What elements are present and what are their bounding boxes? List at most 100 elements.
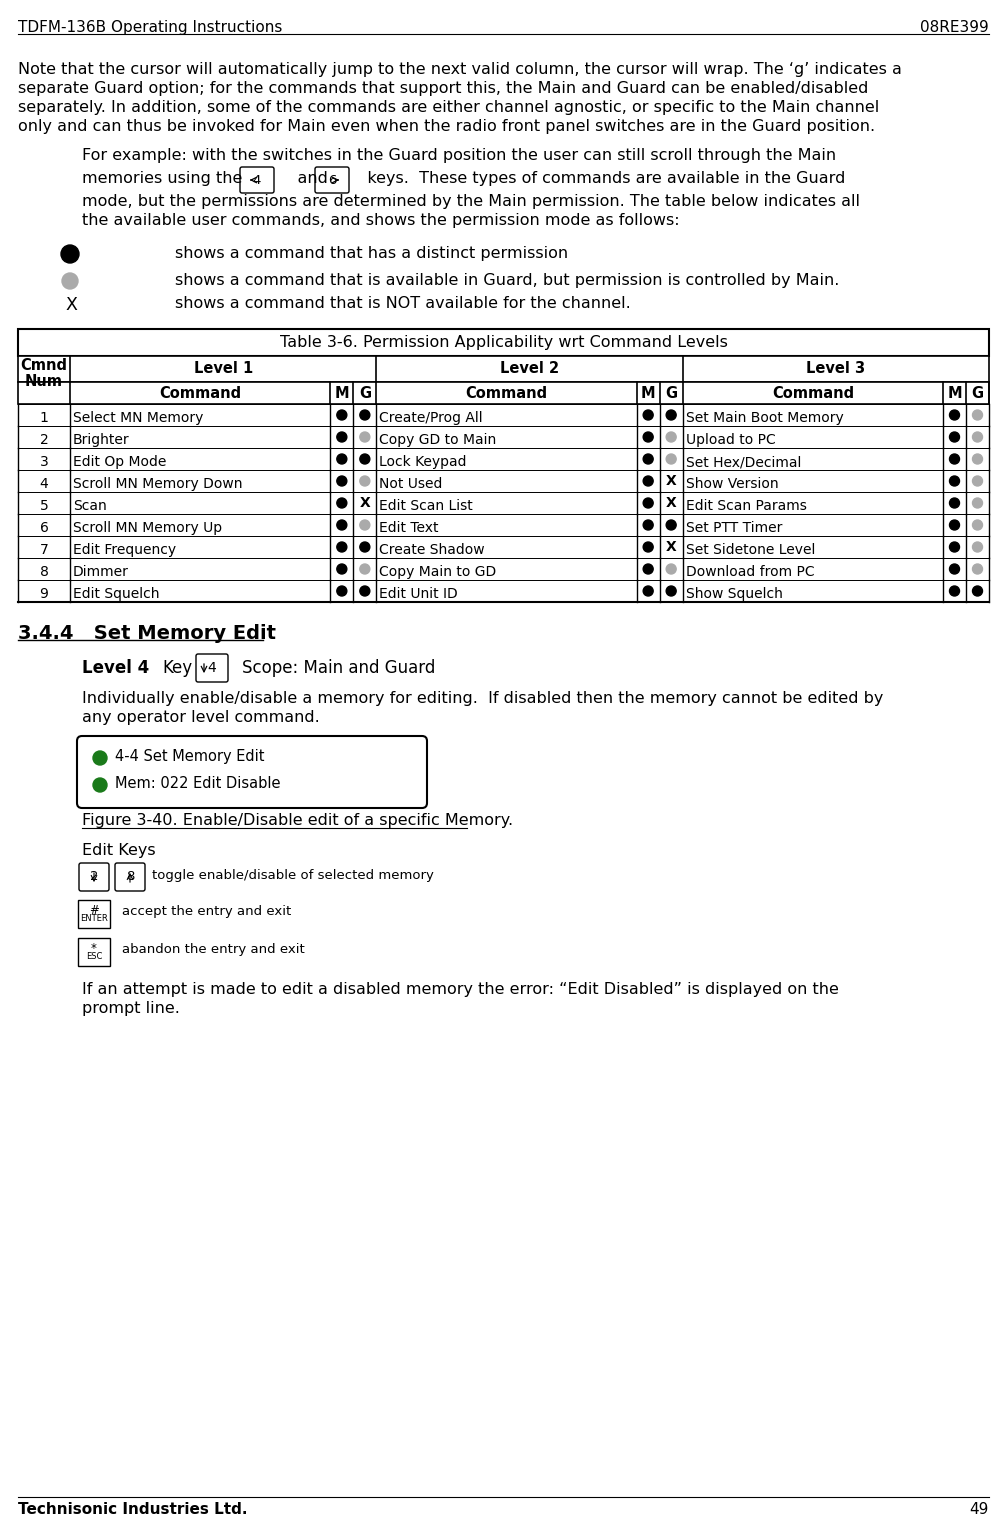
Text: Show Version: Show Version: [686, 477, 778, 491]
Text: Set Main Boot Memory: Set Main Boot Memory: [686, 411, 844, 426]
Text: 9: 9: [39, 586, 48, 601]
Text: separately. In addition, some of the commands are either channel agnostic, or sp: separately. In addition, some of the com…: [18, 100, 879, 115]
Circle shape: [359, 432, 370, 442]
Text: Lock Keypad: Lock Keypad: [380, 454, 467, 470]
Circle shape: [643, 564, 654, 574]
Bar: [18, 329, 989, 356]
Circle shape: [359, 564, 370, 574]
Text: only and can thus be invoked for Main even when the radio front panel switches a: only and can thus be invoked for Main ev…: [18, 120, 875, 133]
Text: Select MN Memory: Select MN Memory: [73, 411, 203, 426]
Text: Edit Scan List: Edit Scan List: [380, 498, 473, 514]
Text: keys.  These types of commands are available in the Guard: keys. These types of commands are availa…: [352, 171, 845, 186]
Text: X: X: [65, 295, 77, 314]
Circle shape: [667, 411, 676, 420]
Text: For example: with the switches in the Guard position the user can still scroll t: For example: with the switches in the Gu…: [82, 148, 836, 164]
Text: G: G: [358, 386, 371, 401]
Text: Edit Text: Edit Text: [380, 521, 439, 535]
Text: Edit Frequency: Edit Frequency: [73, 542, 176, 558]
Text: Create/Prog All: Create/Prog All: [380, 411, 483, 426]
Text: M: M: [334, 386, 349, 401]
FancyBboxPatch shape: [315, 167, 349, 192]
Circle shape: [336, 498, 346, 508]
Circle shape: [667, 586, 676, 595]
Text: Level 4: Level 4: [82, 659, 149, 677]
Circle shape: [643, 476, 654, 486]
Text: Technisonic Industries Ltd.: Technisonic Industries Ltd.: [18, 1501, 248, 1515]
Text: mode, but the permissions are determined by the Main permission. The table below: mode, but the permissions are determined…: [82, 194, 860, 209]
Circle shape: [667, 454, 676, 464]
Circle shape: [950, 586, 960, 595]
Text: Key: Key: [162, 659, 192, 677]
Circle shape: [359, 586, 370, 595]
Text: 4-4 Set Memory Edit: 4-4 Set Memory Edit: [115, 748, 265, 764]
Circle shape: [973, 586, 983, 595]
Text: 2: 2: [90, 871, 99, 883]
Bar: [18, 558, 989, 580]
Text: accept the entry and exit: accept the entry and exit: [122, 904, 291, 918]
Text: Download from PC: Download from PC: [686, 565, 815, 579]
Text: Mem: 022 Edit Disable: Mem: 022 Edit Disable: [115, 776, 281, 791]
Text: Not Used: Not Used: [380, 477, 443, 491]
Circle shape: [359, 411, 370, 420]
Text: Scan: Scan: [73, 498, 107, 514]
Circle shape: [643, 586, 654, 595]
Bar: [18, 580, 989, 601]
Circle shape: [336, 411, 346, 420]
Text: the available user commands, and shows the permission mode as follows:: the available user commands, and shows t…: [82, 214, 680, 227]
Bar: [78, 900, 110, 929]
Text: separate Guard option; for the commands that support this, the Main and Guard ca: separate Guard option; for the commands …: [18, 80, 868, 95]
Text: Scroll MN Memory Up: Scroll MN Memory Up: [73, 521, 223, 535]
Circle shape: [950, 542, 960, 551]
Bar: [18, 514, 989, 536]
FancyBboxPatch shape: [77, 736, 427, 807]
Circle shape: [973, 411, 983, 420]
Circle shape: [973, 432, 983, 442]
Circle shape: [643, 432, 654, 442]
Text: shows a command that has a distinct permission: shows a command that has a distinct perm…: [175, 245, 568, 261]
Circle shape: [973, 520, 983, 530]
Circle shape: [643, 498, 654, 508]
Text: Command: Command: [465, 386, 548, 401]
Circle shape: [973, 564, 983, 574]
Bar: [18, 405, 989, 426]
Text: 6: 6: [328, 174, 336, 186]
Text: 08RE399: 08RE399: [920, 20, 989, 35]
Text: 4: 4: [253, 174, 261, 186]
FancyBboxPatch shape: [240, 167, 274, 192]
Text: prompt line.: prompt line.: [82, 1001, 180, 1017]
Text: G: G: [972, 386, 984, 401]
Text: Level 2: Level 2: [499, 361, 559, 376]
Text: Upload to PC: Upload to PC: [686, 433, 775, 447]
Text: X: X: [666, 474, 677, 488]
Circle shape: [336, 520, 346, 530]
Bar: [18, 536, 989, 558]
Text: toggle enable/disable of selected memory: toggle enable/disable of selected memory: [152, 870, 434, 882]
Text: any operator level command.: any operator level command.: [82, 711, 320, 726]
Text: Set PTT Timer: Set PTT Timer: [686, 521, 782, 535]
Circle shape: [643, 411, 654, 420]
Text: and: and: [277, 171, 328, 186]
Text: Level 3: Level 3: [807, 361, 865, 376]
Text: If an attempt is made to edit a disabled memory the error: “Edit Disabled” is di: If an attempt is made to edit a disabled…: [82, 982, 839, 997]
Text: 8: 8: [126, 871, 134, 883]
Text: X: X: [666, 495, 677, 511]
Text: 5: 5: [39, 498, 48, 514]
Text: Table 3-6. Permission Applicability wrt Command Levels: Table 3-6. Permission Applicability wrt …: [280, 335, 727, 350]
Text: shows a command that is available in Guard, but permission is controlled by Main: shows a command that is available in Gua…: [175, 273, 840, 288]
Circle shape: [336, 476, 346, 486]
Text: Individually enable/disable a memory for editing.  If disabled then the memory c: Individually enable/disable a memory for…: [82, 691, 883, 706]
Circle shape: [950, 520, 960, 530]
Text: Create Shadow: Create Shadow: [380, 542, 485, 558]
Circle shape: [93, 751, 107, 765]
Circle shape: [950, 498, 960, 508]
Text: Edit Op Mode: Edit Op Mode: [73, 454, 166, 470]
Text: 4: 4: [207, 661, 217, 676]
Text: Dimmer: Dimmer: [73, 565, 129, 579]
Text: M: M: [640, 386, 656, 401]
Text: 7: 7: [39, 542, 48, 558]
Text: X: X: [666, 539, 677, 554]
Text: ENTER: ENTER: [81, 914, 108, 923]
Text: #: #: [89, 904, 99, 917]
Bar: [18, 356, 989, 382]
Circle shape: [667, 432, 676, 442]
